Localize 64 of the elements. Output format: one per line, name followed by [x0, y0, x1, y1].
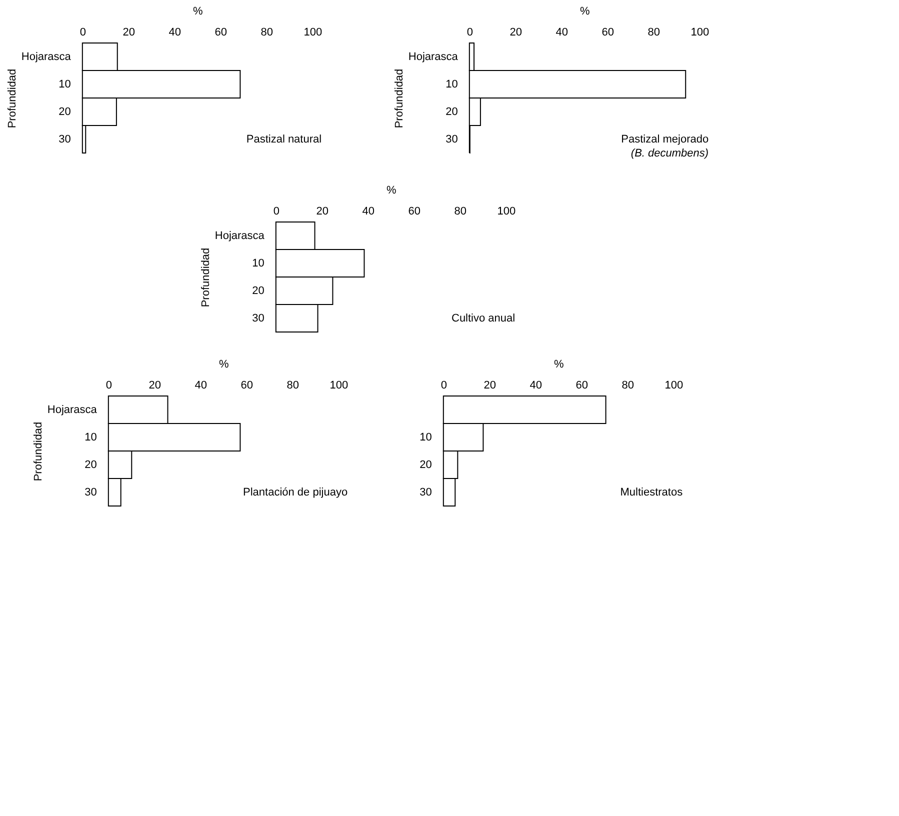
y-tick-label: 30 — [84, 486, 97, 498]
y-tick-label: 10 — [84, 431, 97, 444]
x-tick-label: 0 — [106, 380, 112, 392]
text: Multiestratos — [620, 486, 684, 498]
y-tick-label: 20 — [420, 458, 432, 471]
x-tick-label: 40 — [530, 380, 542, 392]
x-axis-title: % — [193, 6, 204, 18]
y-tick-label: 10 — [446, 78, 458, 90]
x-tick-label: 60 — [408, 206, 421, 218]
y-tick-label: 20 — [252, 284, 264, 297]
x-tick-label: 20 — [316, 206, 329, 218]
y-axis-title: Profundidad — [32, 422, 44, 482]
x-tick-label: 80 — [648, 26, 660, 38]
y-tick-label: 30 — [420, 486, 432, 498]
y-tick-label: 10 — [58, 78, 71, 90]
x-tick-label: 60 — [240, 380, 254, 392]
x-tick-label: 80 — [286, 380, 300, 392]
x-tick-label: 0 — [273, 206, 280, 218]
x-axis-title: % — [219, 358, 230, 370]
text: Pastizal natural — [246, 134, 322, 146]
y-tick-label: 10 — [252, 257, 264, 270]
x-tick-label: 80 — [260, 26, 274, 38]
x-tick-label: 100 — [690, 26, 710, 38]
y-tick-label: 20 — [446, 106, 458, 118]
y-tick-label: Hojarasca — [21, 50, 72, 63]
x-axis-title: % — [554, 358, 564, 370]
y-tick-label: 20 — [58, 106, 71, 118]
x-tick-label: 20 — [148, 380, 162, 392]
y-tick-label: 30 — [252, 312, 264, 324]
x-tick-label: 100 — [330, 380, 348, 392]
y-tick-label: 30 — [58, 133, 71, 146]
x-tick-label: 20 — [484, 380, 496, 392]
x-tick-label: 0 — [440, 380, 447, 392]
x-tick-label: 20 — [510, 26, 522, 38]
x-tick-label: 60 — [214, 26, 228, 38]
x-tick-label: 0 — [466, 26, 473, 38]
text: Plantación de pijuayo — [243, 486, 348, 498]
y-axis-title: Profundidad — [393, 68, 406, 128]
y-axis-title: Profundidad — [6, 68, 18, 128]
y-tick-label: 10 — [420, 431, 432, 444]
x-tick-label: 0 — [80, 26, 86, 38]
x-tick-label: 40 — [168, 26, 182, 38]
x-tick-label: 80 — [622, 380, 634, 392]
x-tick-label: 80 — [454, 206, 467, 218]
x-tick-label: 60 — [602, 26, 614, 38]
y-axis-title: Profundidad — [200, 248, 212, 308]
text: Cultivo anual — [451, 312, 516, 324]
x-tick-label: 100 — [304, 26, 322, 38]
text: Pastizal mejorado — [621, 134, 709, 146]
y-tick-label: Hojarasca — [214, 230, 266, 242]
y-tick-label: 20 — [84, 458, 97, 471]
x-tick-label: 40 — [362, 206, 375, 218]
x-tick-label: 40 — [556, 26, 568, 38]
x-tick-label: 20 — [122, 26, 136, 38]
x-axis-title: % — [580, 6, 590, 18]
y-tick-label: Hojarasca — [408, 50, 459, 63]
text: (B. decumbens) — [630, 148, 709, 160]
x-tick-label: 60 — [576, 380, 588, 392]
y-tick-label: 30 — [446, 133, 458, 146]
x-tick-label: 40 — [194, 380, 208, 392]
x-tick-label: 100 — [497, 206, 516, 218]
x-axis-title: % — [386, 184, 397, 196]
x-tick-label: 100 — [664, 380, 684, 392]
y-tick-label: Hojarasca — [47, 404, 98, 416]
